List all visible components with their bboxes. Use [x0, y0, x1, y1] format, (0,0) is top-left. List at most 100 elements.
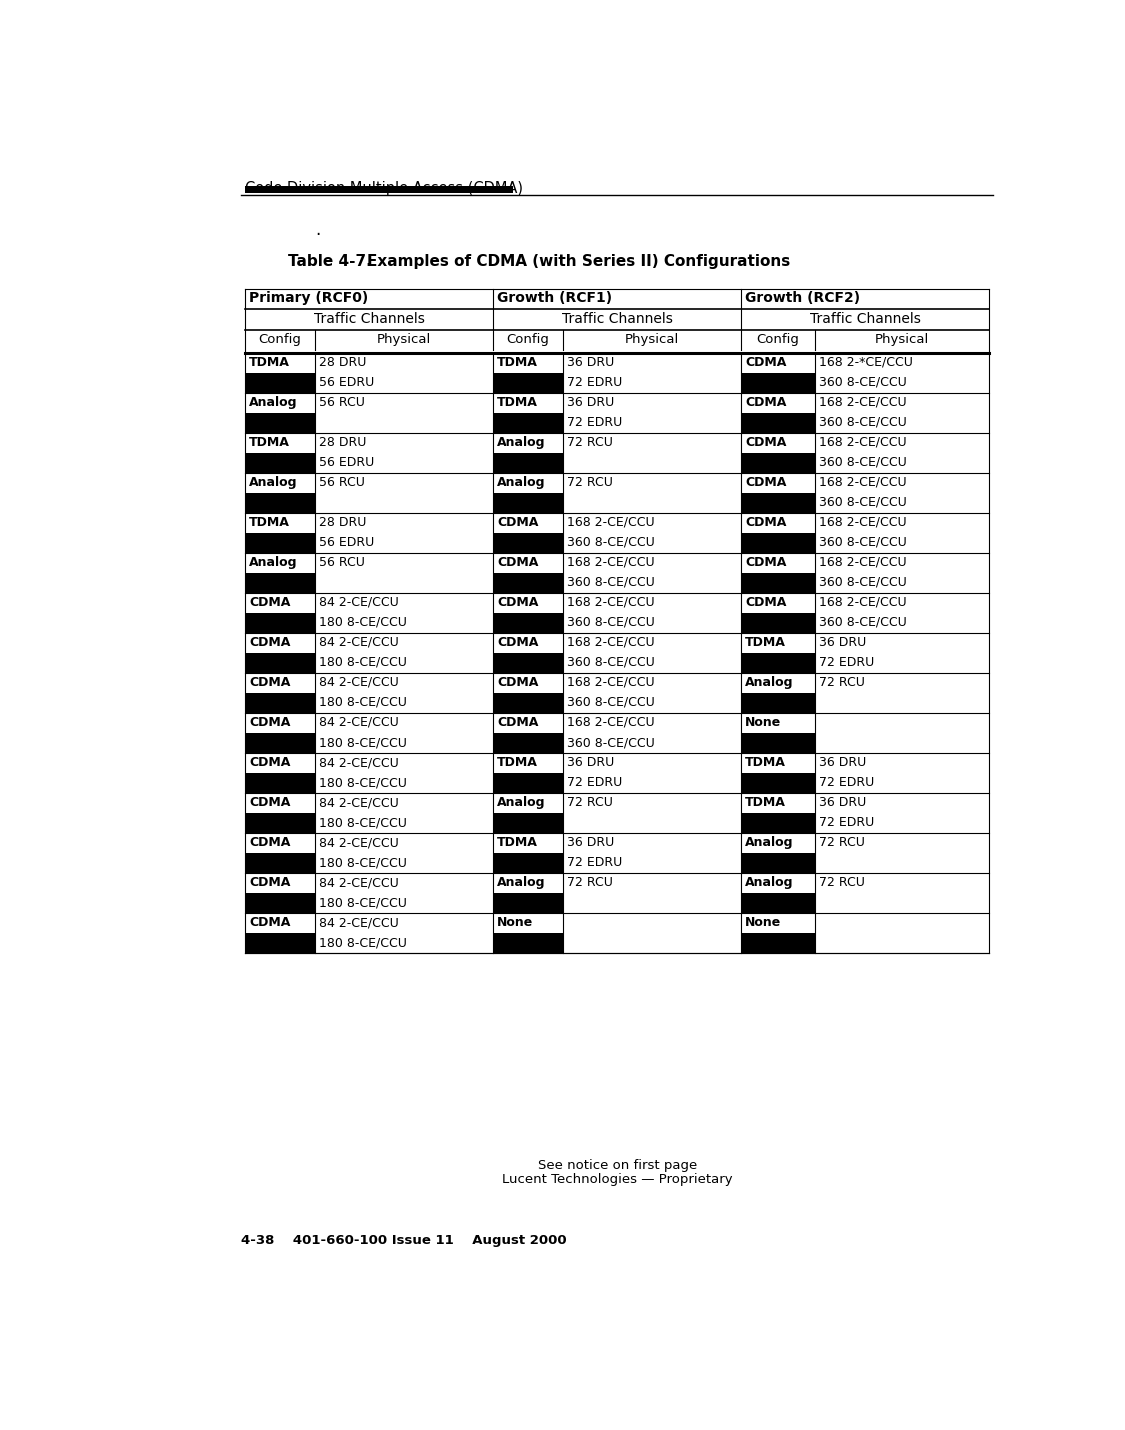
Text: CDMA: CDMA — [745, 556, 786, 569]
Text: CDMA: CDMA — [497, 516, 539, 529]
Text: CDMA: CDMA — [249, 716, 290, 729]
Text: CDMA: CDMA — [745, 596, 786, 609]
Text: 72 RCU: 72 RCU — [567, 877, 613, 889]
Text: 180 8-CE/CCU: 180 8-CE/CCU — [318, 656, 407, 669]
Bar — [741, 814, 814, 834]
Bar — [245, 654, 315, 674]
Text: 72 EDRU: 72 EDRU — [567, 416, 622, 429]
Bar — [493, 854, 562, 874]
Text: 360 8-CE/CCU: 360 8-CE/CCU — [819, 576, 907, 589]
Text: TDMA: TDMA — [249, 516, 290, 529]
Text: CDMA: CDMA — [249, 797, 290, 809]
Bar — [245, 186, 513, 193]
Text: 168 2-CE/CCU: 168 2-CE/CCU — [819, 556, 907, 569]
Bar — [493, 573, 562, 593]
Text: CDMA: CDMA — [497, 676, 539, 689]
Text: 360 8-CE/CCU: 360 8-CE/CCU — [567, 736, 655, 749]
Text: Traffic Channels: Traffic Channels — [314, 312, 425, 326]
Text: CDMA: CDMA — [249, 596, 290, 609]
Bar — [245, 694, 315, 714]
Text: 36 DRU: 36 DRU — [567, 356, 614, 369]
Text: TDMA: TDMA — [745, 636, 786, 649]
Bar — [245, 613, 315, 633]
Text: Physical: Physical — [377, 333, 431, 346]
Text: Config: Config — [757, 333, 800, 346]
Text: TDMA: TDMA — [745, 797, 786, 809]
Text: 360 8-CE/CCU: 360 8-CE/CCU — [819, 536, 907, 549]
Text: 180 8-CE/CCU: 180 8-CE/CCU — [318, 897, 407, 909]
Bar — [493, 734, 562, 754]
Text: 72 EDRU: 72 EDRU — [567, 776, 622, 789]
Text: See notice on first page: See notice on first page — [538, 1158, 696, 1171]
Text: Analog: Analog — [497, 797, 546, 809]
Text: 36 DRU: 36 DRU — [567, 756, 614, 769]
Text: Physical: Physical — [626, 333, 679, 346]
Text: CDMA: CDMA — [497, 636, 539, 649]
Text: 72 RCU: 72 RCU — [819, 837, 865, 849]
Text: 72 RCU: 72 RCU — [819, 676, 865, 689]
Bar — [741, 413, 814, 433]
Bar — [245, 814, 315, 834]
Text: CDMA: CDMA — [497, 716, 539, 729]
Bar — [493, 413, 562, 433]
Text: 72 RCU: 72 RCU — [567, 476, 613, 489]
Text: CDMA: CDMA — [745, 476, 786, 489]
Text: Analog: Analog — [745, 877, 793, 889]
Bar — [741, 373, 814, 393]
Bar — [245, 573, 315, 593]
Bar — [741, 573, 814, 593]
Text: 360 8-CE/CCU: 360 8-CE/CCU — [819, 456, 907, 469]
Text: 168 2-CE/CCU: 168 2-CE/CCU — [819, 436, 907, 449]
Text: 168 2-CE/CCU: 168 2-CE/CCU — [567, 516, 655, 529]
Text: TDMA: TDMA — [249, 356, 290, 369]
Text: 360 8-CE/CCU: 360 8-CE/CCU — [819, 376, 907, 389]
Text: 180 8-CE/CCU: 180 8-CE/CCU — [318, 736, 407, 749]
Bar — [741, 774, 814, 794]
Bar — [493, 934, 562, 954]
Text: 360 8-CE/CCU: 360 8-CE/CCU — [567, 696, 655, 709]
Text: 84 2-CE/CCU: 84 2-CE/CCU — [318, 716, 398, 729]
Text: 180 8-CE/CCU: 180 8-CE/CCU — [318, 696, 407, 709]
Text: 56 RCU: 56 RCU — [318, 476, 364, 489]
Text: 56 EDRU: 56 EDRU — [318, 456, 375, 469]
Text: 360 8-CE/CCU: 360 8-CE/CCU — [819, 616, 907, 629]
Text: None: None — [745, 917, 782, 930]
Bar — [245, 894, 315, 914]
Text: Analog: Analog — [249, 396, 298, 409]
Text: Traffic Channels: Traffic Channels — [561, 312, 673, 326]
Text: CDMA: CDMA — [249, 837, 290, 849]
Text: Analog: Analog — [249, 556, 298, 569]
Bar — [493, 894, 562, 914]
Text: 168 2-CE/CCU: 168 2-CE/CCU — [819, 596, 907, 609]
Text: 84 2-CE/CCU: 84 2-CE/CCU — [318, 877, 398, 889]
Bar — [493, 533, 562, 553]
Text: 36 DRU: 36 DRU — [819, 797, 866, 809]
Text: TDMA: TDMA — [497, 837, 538, 849]
Text: 72 RCU: 72 RCU — [567, 436, 613, 449]
Text: Analog: Analog — [497, 877, 546, 889]
Bar — [493, 654, 562, 674]
Bar — [493, 814, 562, 834]
Text: Config: Config — [506, 333, 550, 346]
Bar — [245, 373, 315, 393]
Text: TDMA: TDMA — [497, 396, 538, 409]
Text: Analog: Analog — [745, 676, 793, 689]
Bar — [245, 854, 315, 874]
Bar — [741, 453, 814, 473]
Text: Analog: Analog — [249, 476, 298, 489]
Text: 72 EDRU: 72 EDRU — [819, 656, 874, 669]
Text: 168 2-CE/CCU: 168 2-CE/CCU — [567, 676, 655, 689]
Text: 72 EDRU: 72 EDRU — [567, 857, 622, 869]
Text: 360 8-CE/CCU: 360 8-CE/CCU — [567, 536, 655, 549]
Text: Lucent Technologies — Proprietary: Lucent Technologies — Proprietary — [502, 1173, 732, 1185]
Bar — [493, 493, 562, 513]
Text: 72 EDRU: 72 EDRU — [567, 376, 622, 389]
Text: 36 DRU: 36 DRU — [819, 636, 866, 649]
Text: Analog: Analog — [497, 476, 546, 489]
Text: Analog: Analog — [497, 436, 546, 449]
Text: Primary (RCF0): Primary (RCF0) — [249, 290, 368, 305]
Bar — [245, 533, 315, 553]
Bar — [245, 734, 315, 754]
Bar — [493, 373, 562, 393]
Text: 180 8-CE/CCU: 180 8-CE/CCU — [318, 857, 407, 869]
